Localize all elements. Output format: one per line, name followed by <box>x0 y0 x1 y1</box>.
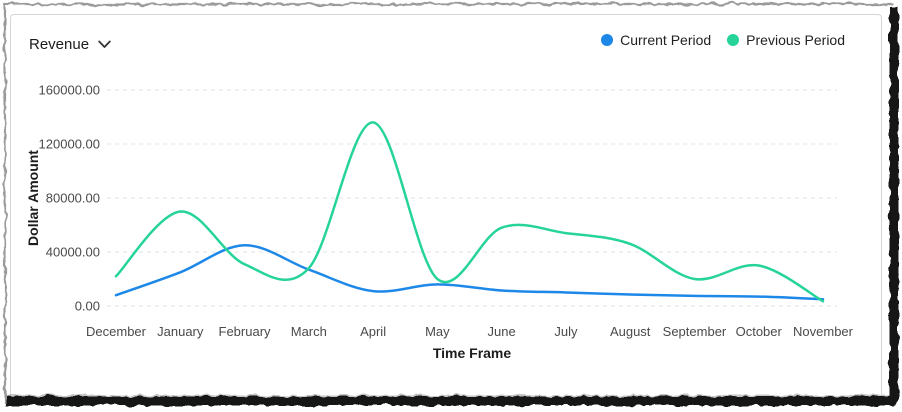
svg-text:80000.00: 80000.00 <box>46 191 100 206</box>
svg-text:120000.00: 120000.00 <box>39 137 100 152</box>
svg-text:Dollar Amount: Dollar Amount <box>25 150 41 246</box>
series-line-previous-period <box>114 121 825 303</box>
svg-text:May: May <box>425 324 450 339</box>
chart-widget-panel: Revenue Current Period Previous Period 0… <box>10 14 882 398</box>
svg-text:40000.00: 40000.00 <box>46 245 100 260</box>
svg-text:June: June <box>488 324 516 339</box>
svg-text:November: November <box>793 324 854 339</box>
svg-text:August: August <box>610 324 651 339</box>
svg-text:0.00: 0.00 <box>75 299 100 314</box>
svg-text:October: October <box>736 324 783 339</box>
series-line-current-period <box>114 244 825 301</box>
svg-text:September: September <box>663 324 727 339</box>
svg-text:160000.00: 160000.00 <box>39 83 100 98</box>
svg-text:January: January <box>157 324 204 339</box>
svg-text:July: July <box>554 324 578 339</box>
revenue-line-chart: 0.00 40000.00 80000.00 120000.00 160000.00 De… <box>25 83 854 362</box>
svg-text:April: April <box>360 324 386 339</box>
svg-text:Time Frame: Time Frame <box>433 345 512 361</box>
svg-text:February: February <box>219 324 272 339</box>
svg-text:December: December <box>86 324 147 339</box>
svg-text:March: March <box>291 324 327 339</box>
